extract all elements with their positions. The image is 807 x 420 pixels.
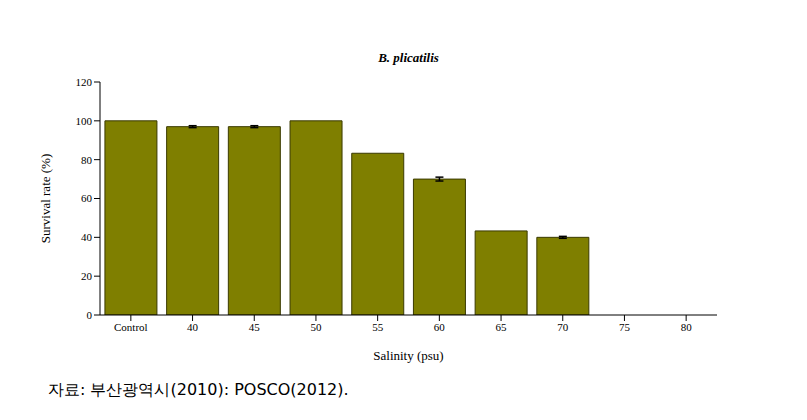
svg-text:40: 40 [187,321,199,333]
svg-text:60: 60 [434,321,446,333]
svg-text:70: 70 [557,321,569,333]
svg-text:0: 0 [87,309,93,321]
svg-text:40: 40 [81,231,93,243]
svg-text:Control: Control [114,321,148,333]
svg-text:Survival rate (%): Survival rate (%) [38,154,53,244]
svg-text:100: 100 [76,115,93,127]
svg-text:20: 20 [81,270,93,282]
svg-text:Salinity (psu): Salinity (psu) [373,348,443,363]
svg-text:60: 60 [81,192,93,204]
svg-text:65: 65 [496,321,508,333]
svg-text:120: 120 [76,76,93,88]
svg-text:80: 80 [81,154,93,166]
svg-text:50: 50 [310,321,322,333]
svg-text:55: 55 [372,321,384,333]
svg-text:75: 75 [619,321,631,333]
html-text:B. plicatilis: B. plicatilis [378,50,439,65]
svg-text:45: 45 [249,321,261,333]
html-text:자료: 부산광역시(2010): POSCO(2012).: 자료: 부산광역시(2010): POSCO(2012). [48,380,349,399]
svg-text:80: 80 [681,321,693,333]
